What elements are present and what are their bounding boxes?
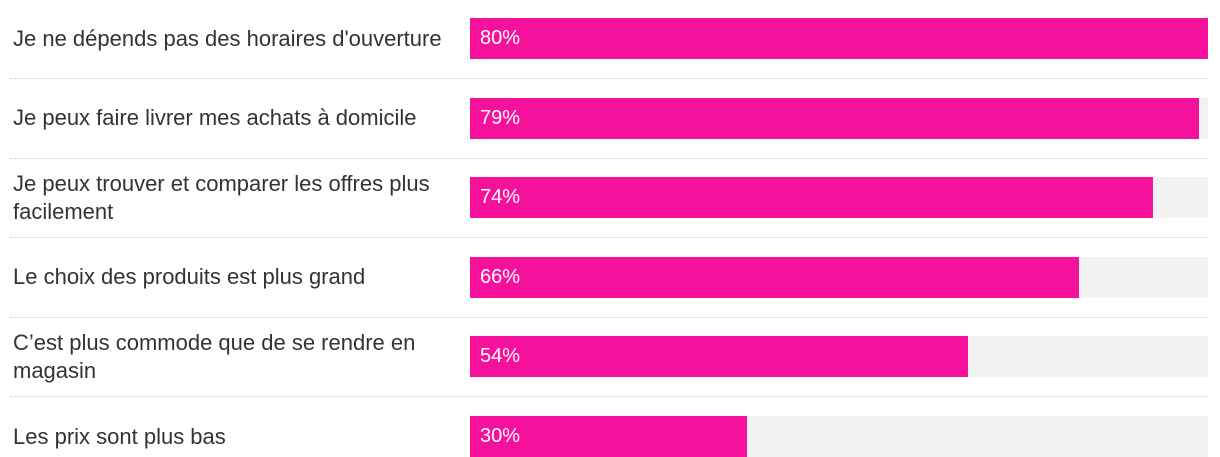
- row-divider: [10, 396, 1208, 398]
- bar: 54%: [470, 336, 969, 378]
- bar: 74%: [470, 177, 1153, 219]
- row-divider: [10, 78, 1208, 79]
- category-label: Les prix sont plus bas: [13, 423, 226, 449]
- chart-row: Je peux faire livrer mes achats à domici…: [0, 97, 1220, 139]
- chart-row: Je ne dépends pas des horaires d'ouvertu…: [0, 18, 1220, 59]
- row-divider: [10, 157, 1208, 159]
- bar-value-label: 79%: [480, 106, 521, 129]
- row-divider: [10, 316, 1208, 318]
- category-label: Je peux trouver et comparer les offres p…: [13, 170, 430, 224]
- bar-track: 74%: [470, 177, 1208, 219]
- bar: 66%: [470, 256, 1079, 298]
- chart-row: Le choix des produits est plus grand 66%: [0, 256, 1220, 298]
- category-label: C’est plus commode que de se rendre en m…: [13, 329, 416, 383]
- bar-track: 66%: [470, 256, 1208, 298]
- bar-value-label: 54%: [480, 345, 521, 368]
- bar-value-label: 74%: [480, 186, 521, 209]
- bar-track: 30%: [470, 416, 1208, 457]
- bar-track: 54%: [470, 336, 1208, 378]
- category-label: Je ne dépends pas des horaires d'ouvertu…: [13, 25, 442, 51]
- bar-track: 79%: [470, 97, 1208, 139]
- bar-value-label: 66%: [480, 265, 521, 288]
- chart-row: Les prix sont plus bas 30%: [0, 416, 1220, 457]
- bar: 30%: [470, 416, 747, 457]
- bar-value-label: 80%: [480, 27, 521, 49]
- bar-value-label: 30%: [480, 425, 521, 447]
- chart-row: C’est plus commode que de se rendre en m…: [0, 330, 1220, 383]
- row-divider: [10, 237, 1208, 239]
- category-label: Je peux faire livrer mes achats à domici…: [13, 105, 417, 131]
- bar: 80%: [470, 18, 1208, 59]
- category-label: Le choix des produits est plus grand: [13, 264, 366, 290]
- bar: 79%: [470, 97, 1199, 139]
- chart-row: Je peux trouver et comparer les offres p…: [0, 171, 1220, 224]
- horizontal-bar-chart: Je ne dépends pas des horaires d'ouvertu…: [0, 18, 1220, 457]
- bar-track: 80%: [470, 18, 1208, 59]
